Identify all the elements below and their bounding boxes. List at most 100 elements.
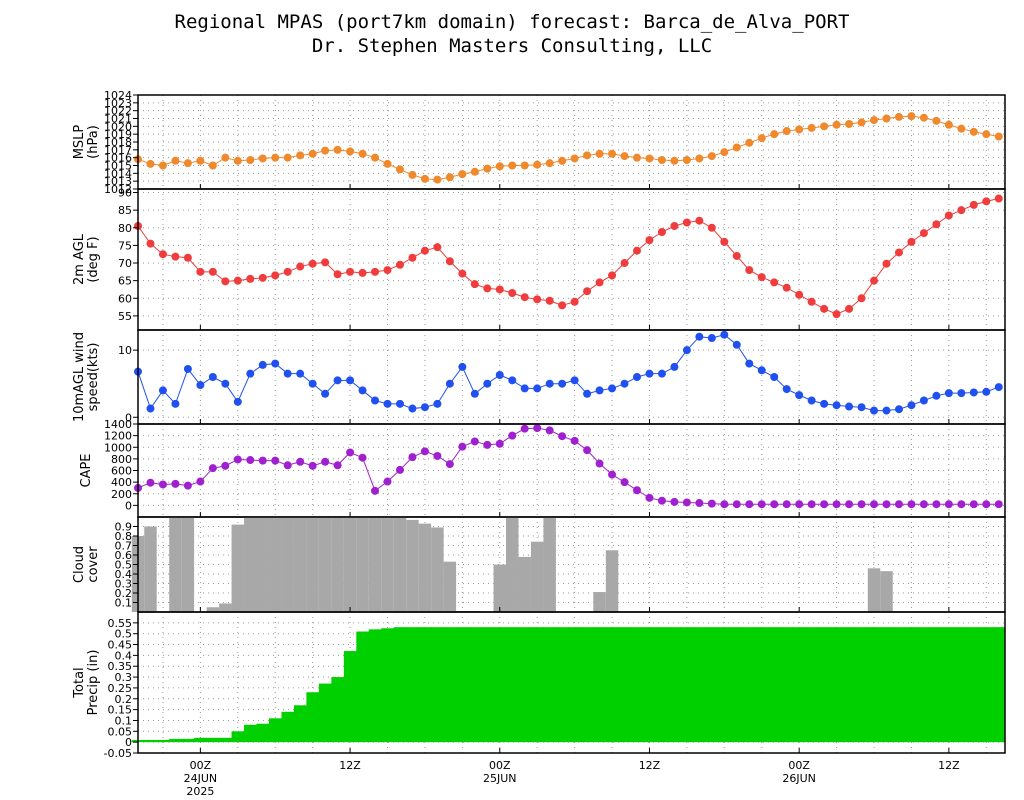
cape-point — [183, 481, 192, 490]
temp-point — [932, 220, 941, 229]
mslp-ylabel: MSLP — [72, 125, 87, 160]
temp-point — [745, 266, 754, 275]
cloud-bar — [518, 556, 531, 612]
mslp-point — [645, 154, 654, 163]
cape-point — [782, 500, 791, 509]
mslp-ytick-label: 1017 — [104, 144, 132, 157]
precip-area-step — [942, 627, 956, 743]
precip-area-step — [718, 627, 732, 743]
precip-ytick-label: 0.3 — [115, 671, 133, 684]
mslp-point — [558, 156, 567, 165]
cloud-bar — [219, 603, 232, 612]
precip-panel: -0.0500.050.10.150.20.250.30.350.40.450.… — [72, 611, 1006, 760]
x-tick-label: 00Z — [788, 759, 810, 772]
precip-area-step — [867, 627, 881, 743]
mslp-point — [246, 156, 255, 165]
temp-point — [271, 271, 280, 280]
wind-point — [845, 402, 854, 411]
wind-panel: 0 10 10mAGL wind speed(kts) — [72, 329, 1006, 425]
temp-point — [857, 294, 866, 303]
precip-area-step — [792, 627, 806, 743]
wind-point — [707, 334, 716, 343]
wind-point — [233, 397, 242, 406]
mslp-point — [657, 156, 666, 165]
mslp-ytick-label: 1020 — [104, 120, 132, 133]
cape-point — [707, 499, 716, 508]
precip-area-step — [256, 723, 270, 743]
precip-area-step — [418, 627, 432, 743]
cloud-ytick-label: 0.8 — [115, 530, 133, 543]
temp-point — [845, 304, 854, 313]
mslp-ytick-label: 1012 — [104, 183, 132, 196]
temp-point — [608, 271, 617, 280]
precip-area-step — [231, 731, 245, 743]
temp-ytick-label: 90 — [118, 187, 132, 200]
cloud-bar — [443, 561, 457, 612]
mslp-point — [383, 159, 392, 168]
temp-point — [595, 278, 604, 287]
mslp-ytick-label: 1013 — [104, 175, 132, 188]
temp-point — [533, 295, 542, 304]
wind-point — [371, 396, 380, 405]
precip-area-step — [568, 627, 582, 743]
mslp-ytick-label: 1014 — [104, 167, 132, 180]
precip-area-step — [842, 627, 856, 743]
cloud-bar — [406, 519, 419, 612]
precip-area-step — [817, 627, 831, 743]
precip-area-step — [892, 627, 906, 743]
precip-area-step — [805, 627, 819, 743]
mslp-ytick-label: 1016 — [104, 152, 132, 165]
precip-ytick-label: 0.35 — [108, 660, 133, 673]
cape-point — [258, 456, 267, 465]
cape-point — [495, 439, 504, 448]
mslp-ytick-label: 1021 — [104, 113, 132, 126]
wind-ytick-label: 10 — [118, 344, 132, 357]
cape-point — [508, 431, 517, 440]
mslp-point — [221, 153, 230, 162]
precip-area-step — [406, 627, 420, 743]
temp-point — [321, 258, 330, 267]
precip-area-step — [543, 627, 557, 743]
cloud-bar — [530, 541, 544, 612]
wind-point — [882, 406, 891, 415]
mslp-point — [620, 152, 629, 161]
precip-ylabel: Total — [72, 667, 87, 698]
mslp-point — [346, 147, 355, 156]
temp-point — [433, 243, 442, 252]
x-tick-label: 00Z — [489, 759, 511, 772]
cloud-panel: 0.10.20.30.40.50.60.70.80.9 Cloud cover — [72, 516, 1006, 613]
cape-point — [857, 500, 866, 509]
cape-point — [932, 500, 941, 509]
mslp-point — [183, 159, 192, 168]
temp-point — [545, 296, 554, 305]
cloud-bar — [543, 517, 556, 612]
x-date-label: 2025 — [186, 785, 214, 798]
temp-point — [969, 200, 978, 209]
cloud-bar — [393, 517, 407, 612]
temp-point — [707, 223, 716, 232]
mslp-point — [321, 146, 330, 155]
cloud-bar — [281, 517, 294, 612]
precip-area-step — [980, 627, 994, 743]
cape-point — [732, 500, 741, 509]
precip-ytick-label: 0.25 — [108, 682, 133, 695]
temp-point — [957, 206, 966, 215]
temp-ytick-label: 60 — [118, 292, 132, 305]
cloud-bar — [231, 524, 245, 612]
precip-area-step — [992, 627, 1006, 743]
mslp-point — [919, 113, 928, 122]
wind-point — [632, 373, 641, 381]
mslp-point — [458, 170, 467, 179]
x-date-label: 25JUN — [483, 772, 517, 785]
mslp-point — [570, 154, 579, 163]
precip-area-step — [530, 627, 544, 743]
cape-point — [383, 477, 392, 486]
cape-ytick-label: 800 — [111, 453, 132, 466]
cape-point — [321, 457, 330, 466]
wind-point — [745, 359, 754, 368]
temp-point — [520, 293, 529, 302]
cape-point — [470, 437, 479, 446]
wind-point — [221, 379, 230, 388]
wind-point — [608, 384, 617, 393]
precip-area-step — [917, 627, 931, 743]
